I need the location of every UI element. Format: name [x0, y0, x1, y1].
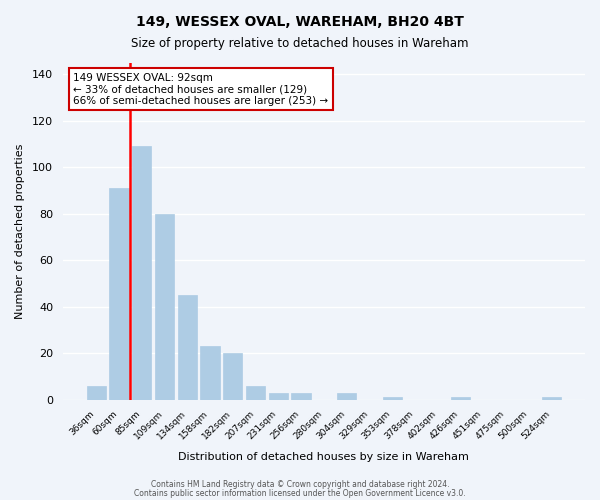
Bar	[542, 398, 561, 400]
Bar	[383, 398, 402, 400]
Bar	[109, 188, 128, 400]
Bar	[451, 398, 470, 400]
Bar	[223, 353, 242, 400]
Bar	[292, 392, 311, 400]
Bar	[132, 146, 151, 400]
Text: 149 WESSEX OVAL: 92sqm
← 33% of detached houses are smaller (129)
66% of semi-de: 149 WESSEX OVAL: 92sqm ← 33% of detached…	[73, 72, 328, 106]
X-axis label: Distribution of detached houses by size in Wareham: Distribution of detached houses by size …	[178, 452, 469, 462]
Bar	[337, 392, 356, 400]
Bar	[200, 346, 220, 400]
Text: Size of property relative to detached houses in Wareham: Size of property relative to detached ho…	[131, 38, 469, 51]
Bar	[86, 386, 106, 400]
Text: Contains HM Land Registry data © Crown copyright and database right 2024.: Contains HM Land Registry data © Crown c…	[151, 480, 449, 489]
Bar	[269, 392, 288, 400]
Bar	[155, 214, 174, 400]
Text: Contains public sector information licensed under the Open Government Licence v3: Contains public sector information licen…	[134, 489, 466, 498]
Bar	[246, 386, 265, 400]
Bar	[178, 295, 197, 400]
Y-axis label: Number of detached properties: Number of detached properties	[15, 144, 25, 318]
Text: 149, WESSEX OVAL, WAREHAM, BH20 4BT: 149, WESSEX OVAL, WAREHAM, BH20 4BT	[136, 15, 464, 29]
